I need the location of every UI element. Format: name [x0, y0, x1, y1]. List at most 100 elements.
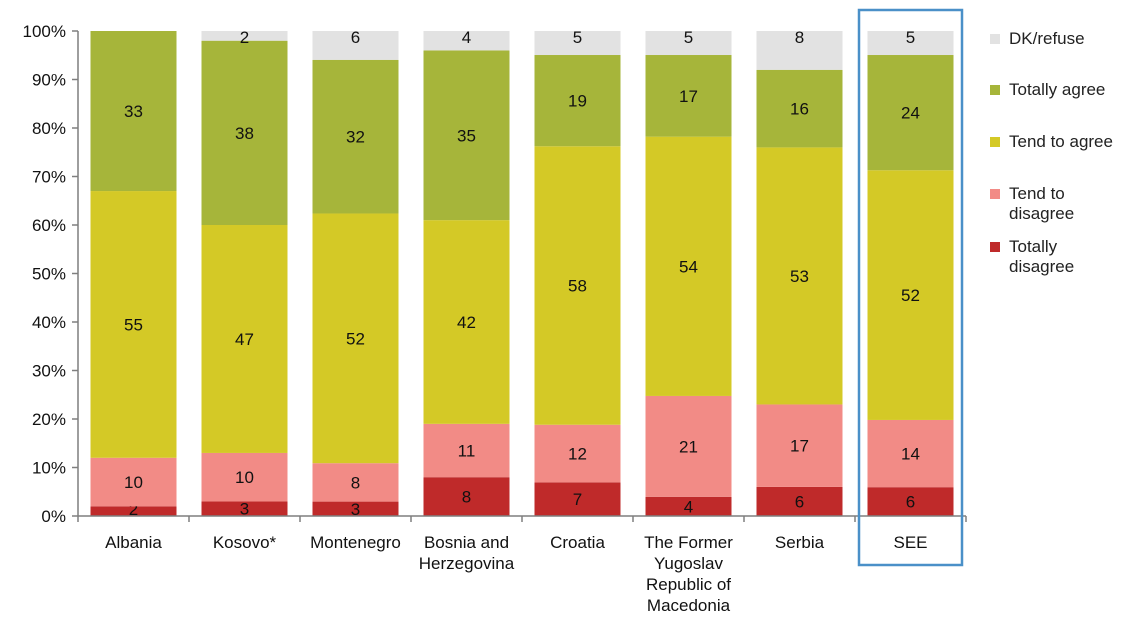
- bar-segment-dk-refuse-5: [645, 31, 732, 56]
- bar-segment-totally-agree-4: [534, 55, 621, 147]
- data-label: 21: [679, 437, 698, 456]
- bar-segment-tend-to-agree-2: [312, 213, 399, 464]
- data-label: 42: [457, 313, 476, 332]
- bar-segment-tend-to-agree-4: [534, 146, 621, 425]
- data-label: 11: [458, 442, 476, 461]
- highlight-box: [857, 8, 964, 567]
- data-label: 10: [124, 473, 143, 492]
- y-tick-label: 40%: [32, 313, 66, 332]
- data-label: 58: [568, 277, 587, 296]
- data-label: 6: [906, 493, 915, 512]
- data-label: 2: [129, 500, 138, 519]
- bar-segment-dk-refuse-6: [756, 31, 843, 70]
- bar-segment-dk-refuse-2: [312, 31, 399, 60]
- bar-segment-totally-disagree-3: [423, 477, 510, 516]
- bar-segment-tend-to-disagree-0: [90, 457, 177, 507]
- bar-segment-totally-disagree-4: [534, 482, 621, 516]
- y-tick-label: 0%: [41, 507, 66, 526]
- data-label: 8: [795, 28, 804, 47]
- x-tick-label: Kosovo*: [213, 533, 277, 552]
- bars-layer: 2105533310473823852326811423547125819542…: [90, 28, 954, 519]
- bar-segment-dk-refuse-3: [423, 31, 510, 51]
- data-label: 4: [462, 28, 471, 47]
- bar-segment-tend-to-agree-0: [90, 191, 177, 458]
- legend-label: Totally disagree: [1009, 237, 1074, 276]
- bar-segment-tend-to-disagree-6: [756, 404, 843, 487]
- bar-segment-totally-agree-1: [201, 40, 288, 226]
- bar-segment-tend-to-agree-3: [423, 220, 510, 424]
- legend-swatch: [990, 137, 1000, 147]
- bar-segment-tend-to-disagree-4: [534, 424, 621, 483]
- data-label: 8: [462, 488, 471, 507]
- data-label: 5: [906, 28, 915, 47]
- bar-segment-tend-to-disagree-1: [201, 452, 288, 502]
- data-label: 4: [684, 497, 693, 516]
- bar-segment-totally-agree-3: [423, 50, 510, 221]
- legend-swatch: [990, 34, 1000, 44]
- y-tick-label: 70%: [32, 168, 66, 187]
- y-tick-label: 80%: [32, 119, 66, 138]
- data-label: 7: [573, 490, 582, 509]
- legend-swatch: [990, 85, 1000, 95]
- y-tick-label: 60%: [32, 216, 66, 235]
- legend-swatch: [990, 189, 1000, 199]
- legend-swatch: [990, 242, 1000, 252]
- data-label: 10: [235, 468, 254, 487]
- data-label: 12: [568, 445, 587, 464]
- legend-label: Tend to agree: [1009, 132, 1113, 151]
- bar-segment-totally-disagree-5: [645, 496, 732, 516]
- bar-segment-tend-to-disagree-5: [645, 395, 732, 497]
- data-label: 19: [568, 92, 587, 111]
- bar-segment-tend-to-agree-5: [645, 136, 732, 396]
- data-label: 54: [679, 257, 698, 276]
- y-tick-label: 90%: [32, 71, 66, 90]
- bar-segment-totally-disagree-1: [201, 501, 288, 516]
- data-label: 53: [790, 267, 809, 286]
- x-tick-label: The Former Yugoslav Republic of Macedonia: [644, 533, 733, 615]
- y-tick-label: 20%: [32, 410, 66, 429]
- data-label: 35: [457, 126, 476, 145]
- data-label: 6: [351, 28, 360, 47]
- bar-segment-tend-to-agree-1: [201, 225, 288, 453]
- y-tick-label: 30%: [32, 362, 66, 381]
- legend-label: Totally agree: [1009, 80, 1105, 99]
- bar-segment-totally-agree-0: [90, 31, 177, 192]
- legend: DK/refuse Totally agree Tend to agree Tend …: [990, 29, 1113, 276]
- bar-segment-tend-to-disagree-3: [423, 423, 510, 478]
- data-label: 8: [351, 473, 360, 492]
- data-label: 5: [573, 28, 582, 47]
- x-tick-label: SEE: [893, 533, 927, 552]
- bar-segment-totally-disagree-6: [756, 486, 843, 516]
- data-label: 52: [901, 286, 920, 305]
- bar-segment-totally-agree-2: [312, 59, 399, 214]
- data-label: 38: [235, 124, 254, 143]
- data-label: 14: [901, 445, 920, 464]
- data-label: 24: [901, 104, 920, 123]
- bar-segment-tend-to-agree-7: [867, 170, 954, 420]
- legend-label: Tend to disagree: [1009, 184, 1074, 223]
- bar-segment-totally-agree-5: [645, 55, 732, 137]
- x-tick-label: Bosnia and Herzegovina: [419, 533, 515, 573]
- data-label: 3: [351, 500, 360, 519]
- legend-label: DK/refuse: [1009, 29, 1085, 48]
- bar-segment-totally-disagree-7: [867, 487, 954, 516]
- y-tick-label: 100%: [23, 22, 66, 41]
- bar-segment-dk-refuse-1: [201, 31, 288, 41]
- x-tick-label: Serbia: [775, 533, 825, 552]
- bar-segment-tend-to-disagree-7: [867, 419, 954, 488]
- data-label: 2: [240, 28, 249, 47]
- bar-segment-tend-to-agree-6: [756, 147, 843, 405]
- data-label: 47: [235, 330, 254, 349]
- bar-segment-tend-to-disagree-2: [312, 463, 399, 502]
- bar-segment-totally-agree-6: [756, 69, 843, 148]
- bar-segment-totally-agree-7: [867, 55, 954, 171]
- x-tick-label: Croatia: [550, 533, 605, 552]
- x-tick-label: Albania: [105, 533, 162, 552]
- data-label: 3: [240, 500, 249, 519]
- bar-segment-dk-refuse-4: [534, 31, 621, 56]
- bar-segment-dk-refuse-7: [867, 31, 954, 56]
- data-label: 17: [790, 437, 809, 456]
- data-label: 17: [679, 87, 698, 106]
- data-label: 16: [790, 100, 809, 119]
